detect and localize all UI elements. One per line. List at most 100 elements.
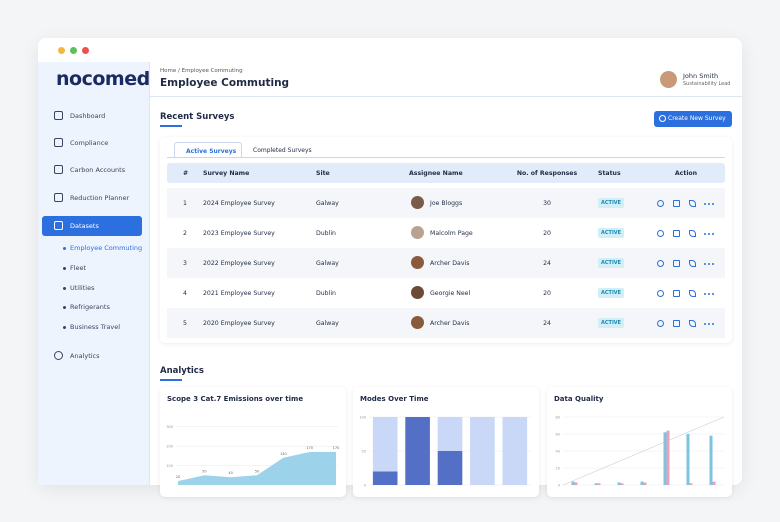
table-header — [167, 163, 725, 183]
view-icon[interactable] — [657, 260, 664, 267]
more-dot[interactable] — [712, 263, 714, 265]
more-dot[interactable] — [704, 203, 706, 205]
data-label: 170 — [333, 446, 340, 450]
survey-name[interactable]: 2021 Employee Survey — [203, 290, 275, 297]
nav-item[interactable]: Carbon Accounts — [70, 166, 126, 174]
site: Galway — [316, 200, 339, 207]
y-tick-label: 20 — [556, 467, 560, 471]
survey-name[interactable]: 2020 Employee Survey — [203, 320, 275, 327]
share-icon[interactable] — [673, 200, 680, 207]
bar — [574, 482, 578, 485]
sub-dot — [63, 306, 66, 310]
survey-name[interactable]: 2023 Employee Survey — [203, 230, 275, 237]
row-number: 5 — [183, 320, 187, 327]
data-label: 40 — [228, 471, 232, 475]
y-tick-label: 80 — [556, 416, 560, 420]
share-icon[interactable] — [673, 230, 680, 237]
more-dot[interactable] — [708, 323, 710, 325]
bar — [686, 434, 690, 485]
status-badge: ACTIVE — [598, 198, 625, 208]
assignee-avatar — [411, 196, 424, 209]
survey-name[interactable]: 2022 Employee Survey — [203, 260, 275, 267]
y-tick-label: 300 — [166, 425, 173, 429]
more-dot[interactable] — [712, 293, 714, 295]
more-dot[interactable] — [704, 323, 706, 325]
data-label: 140 — [280, 452, 287, 456]
y-tick-label: 200 — [166, 445, 173, 449]
view-icon[interactable] — [657, 320, 664, 327]
edit-icon[interactable] — [689, 230, 696, 237]
more-dot[interactable] — [704, 233, 706, 235]
assignee-avatar — [411, 316, 424, 329]
breadcrumb[interactable]: Home / Employee Commuting — [160, 68, 243, 74]
more-dot[interactable] — [708, 263, 710, 265]
create-button[interactable]: Create New Survey — [654, 111, 732, 127]
chart: 100 200 300 20 50 40 50 140 170 170 — [166, 425, 340, 485]
sub-item[interactable]: Utilities — [70, 283, 95, 292]
tab[interactable]: Completed Surveys — [253, 147, 312, 154]
responses: 24 — [543, 320, 551, 327]
more-dot[interactable] — [708, 203, 710, 205]
view-icon[interactable] — [657, 200, 664, 207]
bar-segment — [470, 417, 495, 485]
window-dot — [58, 47, 65, 54]
data-label: 20 — [176, 475, 180, 479]
row-bg — [167, 248, 725, 278]
view-icon[interactable] — [657, 230, 664, 237]
nav-active — [42, 216, 142, 236]
underline — [160, 125, 182, 127]
share-icon[interactable] — [673, 320, 680, 327]
responses: 20 — [543, 290, 551, 297]
nav-item[interactable]: Reduction Planner — [70, 194, 130, 202]
nav-icon — [54, 193, 63, 202]
nav-item[interactable]: Datasets — [70, 222, 99, 230]
chart: 0 50 100 — [359, 416, 531, 488]
brand: nocomed — [56, 68, 150, 90]
plus-icon — [659, 115, 666, 122]
sub-dot — [63, 266, 66, 270]
more-dot[interactable] — [712, 233, 714, 235]
sub-dot — [63, 247, 66, 250]
nav-item[interactable]: Analytics — [70, 352, 100, 360]
more-dot[interactable] — [712, 203, 714, 205]
header-divider — [150, 96, 742, 97]
sub-item[interactable]: Employee Commuting — [70, 244, 143, 252]
edit-icon[interactable] — [689, 260, 696, 267]
user-avatar[interactable] — [660, 71, 677, 88]
chart-title: Scope 3 Cat.7 Emissions over time — [167, 395, 304, 403]
bar — [712, 481, 716, 485]
section-title: Recent Surveys — [160, 112, 235, 122]
status-badge: ACTIVE — [598, 288, 625, 298]
sub-item[interactable]: Business Travel — [70, 323, 121, 332]
sub-item[interactable]: Fleet — [70, 263, 87, 272]
view-icon[interactable] — [657, 290, 664, 297]
share-icon[interactable] — [673, 290, 680, 297]
more-dot[interactable] — [708, 233, 710, 235]
survey-name[interactable]: 2024 Employee Survey — [203, 200, 275, 207]
edit-icon[interactable] — [689, 290, 696, 297]
window-dot — [70, 47, 77, 54]
chart-title: Modes Over Time — [360, 395, 429, 403]
sub-item[interactable]: Refrigerants — [70, 303, 110, 312]
more-dot[interactable] — [712, 323, 714, 325]
assignee: Georgie Neel — [430, 290, 471, 297]
tab-line — [167, 157, 725, 158]
more-dot[interactable] — [704, 263, 706, 265]
site: Galway — [316, 260, 339, 267]
bar-segment — [502, 417, 528, 485]
more-dot[interactable] — [704, 293, 706, 295]
share-icon[interactable] — [673, 260, 680, 267]
sub-dot — [63, 286, 66, 290]
nav-item[interactable]: Compliance — [70, 139, 109, 147]
row-bg — [167, 188, 725, 218]
edit-icon[interactable] — [689, 200, 696, 207]
area — [178, 451, 336, 485]
data-label: 50 — [202, 469, 206, 473]
tab-active[interactable]: Active Surveys — [174, 142, 242, 158]
more-dot[interactable] — [708, 293, 710, 295]
edit-icon[interactable] — [689, 320, 696, 327]
underline — [160, 379, 182, 381]
nav-item[interactable]: Dashboard — [70, 112, 106, 120]
bar — [597, 483, 601, 485]
